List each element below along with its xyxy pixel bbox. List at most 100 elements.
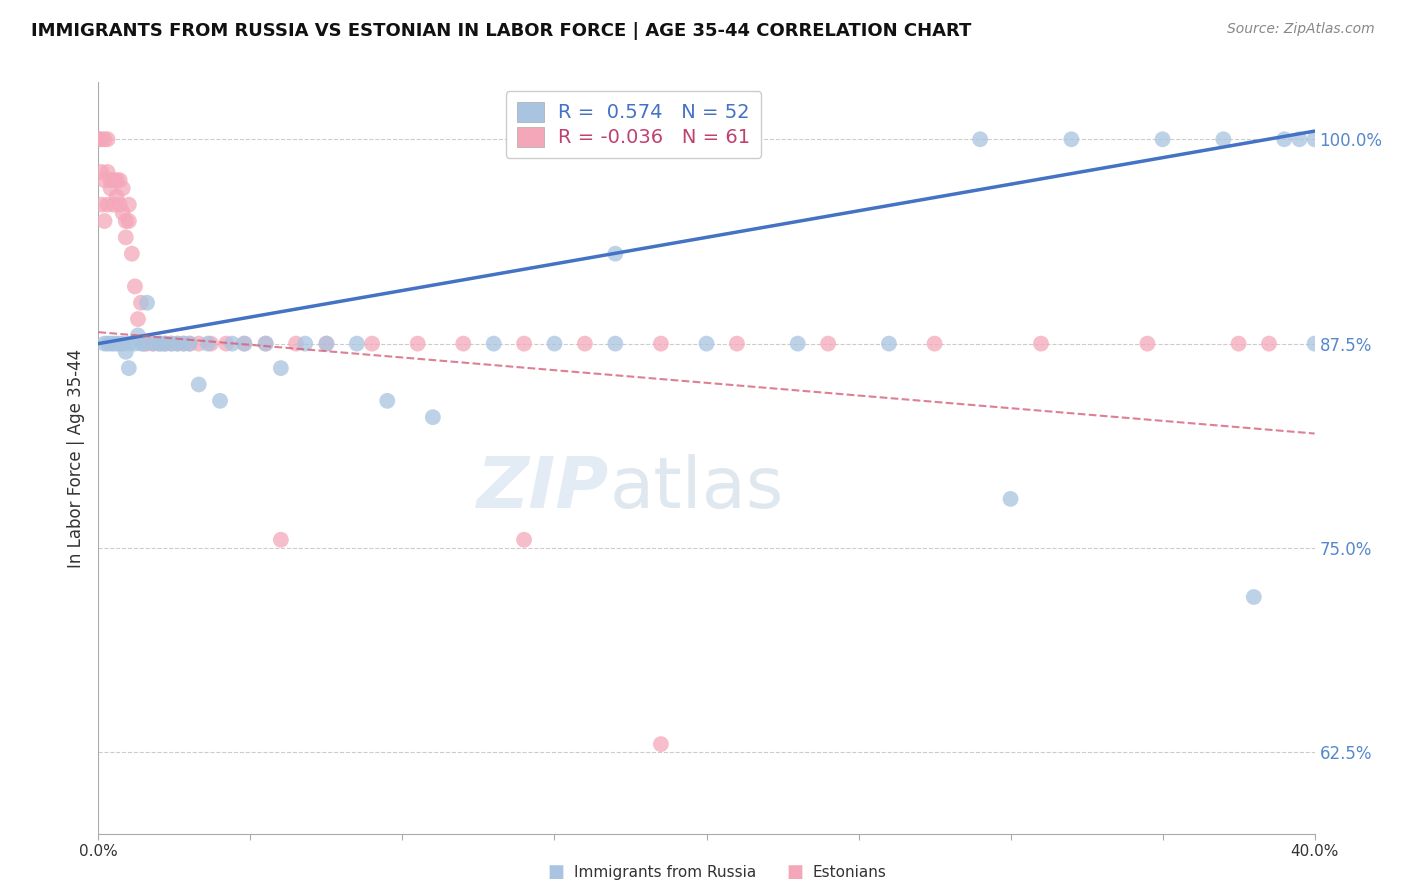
Point — [111, 336, 134, 351]
Point — [132, 336, 155, 351]
Point — [179, 336, 201, 351]
Point — [285, 336, 308, 351]
Point — [650, 737, 672, 751]
Point — [187, 336, 209, 351]
Point — [187, 377, 209, 392]
Point — [148, 336, 170, 351]
Point — [105, 173, 128, 187]
Point — [605, 246, 627, 260]
Point — [1272, 132, 1295, 146]
Point — [786, 336, 808, 351]
Point — [90, 132, 112, 146]
Point — [96, 132, 118, 146]
Text: IMMIGRANTS FROM RUSSIA VS ESTONIAN IN LABOR FORCE | AGE 35-44 CORRELATION CHART: IMMIGRANTS FROM RUSSIA VS ESTONIAN IN LA… — [31, 22, 972, 40]
Point — [877, 336, 900, 351]
Point — [100, 173, 122, 187]
Point — [93, 132, 115, 146]
Point — [1227, 336, 1250, 351]
Point — [179, 336, 201, 351]
Point — [315, 336, 337, 351]
Point — [93, 214, 115, 228]
Text: atlas: atlas — [609, 454, 783, 523]
Y-axis label: In Labor Force | Age 35-44: In Labor Force | Age 35-44 — [66, 349, 84, 567]
Point — [90, 197, 112, 211]
Point — [650, 336, 672, 351]
Point — [105, 189, 128, 203]
Point — [127, 328, 149, 343]
Point — [105, 336, 128, 351]
Point — [136, 336, 159, 351]
Point — [103, 336, 125, 351]
Point — [254, 336, 277, 351]
Point — [103, 173, 125, 187]
Point — [817, 336, 839, 351]
Point — [1303, 336, 1326, 351]
Point — [87, 132, 110, 146]
Point — [100, 181, 122, 195]
Point — [725, 336, 748, 351]
Point — [315, 336, 337, 351]
Point — [482, 336, 505, 351]
Point — [155, 336, 177, 351]
Point — [422, 410, 444, 425]
Point — [103, 197, 125, 211]
Text: Source: ZipAtlas.com: Source: ZipAtlas.com — [1227, 22, 1375, 37]
Point — [142, 336, 165, 351]
Point — [233, 336, 256, 351]
Point — [294, 336, 316, 351]
Point — [129, 336, 152, 351]
Point — [87, 132, 110, 146]
Point — [111, 206, 134, 220]
Point — [969, 132, 991, 146]
Point — [406, 336, 429, 351]
Point — [375, 393, 398, 408]
Point — [197, 336, 219, 351]
Point — [124, 336, 146, 351]
Legend: R =  0.574   N = 52, R = -0.036   N = 61: R = 0.574 N = 52, R = -0.036 N = 61 — [506, 91, 761, 158]
Point — [108, 197, 131, 211]
Point — [361, 336, 384, 351]
Point — [270, 533, 292, 547]
Point — [96, 197, 118, 211]
Point — [696, 336, 718, 351]
Point — [118, 361, 141, 376]
Point — [254, 336, 277, 351]
Point — [270, 361, 292, 376]
Point — [132, 336, 155, 351]
Point — [90, 165, 112, 179]
Point — [100, 336, 122, 351]
Point — [118, 336, 141, 351]
Point — [160, 336, 183, 351]
Point — [166, 336, 188, 351]
Point — [221, 336, 243, 351]
Point — [453, 336, 475, 351]
Point — [93, 336, 115, 351]
Text: ■: ■ — [786, 863, 803, 881]
Point — [96, 165, 118, 179]
Point — [114, 230, 136, 244]
Point — [1136, 336, 1159, 351]
Point — [173, 336, 195, 351]
Point — [148, 336, 170, 351]
Point — [215, 336, 238, 351]
Point — [118, 197, 141, 211]
Point — [1029, 336, 1052, 351]
Text: ■: ■ — [547, 863, 564, 881]
Point — [155, 336, 177, 351]
Point — [1152, 132, 1174, 146]
Point — [1303, 132, 1326, 146]
Point — [924, 336, 946, 351]
Point — [200, 336, 222, 351]
Point — [150, 336, 173, 351]
Point — [1258, 336, 1281, 351]
Point — [173, 336, 195, 351]
Point — [124, 279, 146, 293]
Point — [209, 393, 232, 408]
Point — [108, 173, 131, 187]
Text: Estonians: Estonians — [813, 865, 887, 880]
Point — [121, 246, 143, 260]
Point — [114, 214, 136, 228]
Point — [160, 336, 183, 351]
Point — [1212, 132, 1234, 146]
Point — [346, 336, 368, 351]
